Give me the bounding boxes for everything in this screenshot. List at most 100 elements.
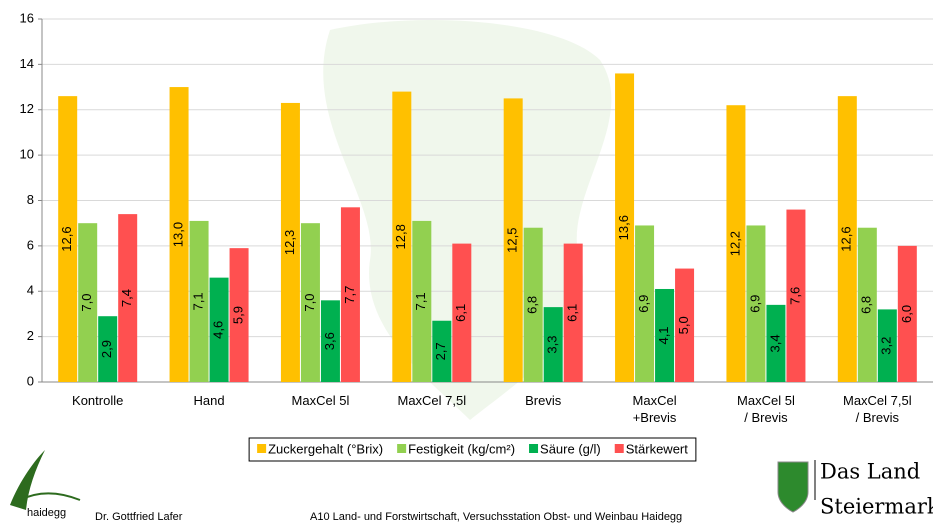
value-label: 6,8 <box>525 296 540 314</box>
value-label: 2,9 <box>99 340 114 358</box>
legend-label: Zuckergehalt (°Brix) <box>268 441 383 456</box>
value-label: 12,6 <box>839 226 854 251</box>
y-tick-label: 6 <box>27 237 34 252</box>
value-label: 12,3 <box>282 230 297 255</box>
x-tick-label: MaxCel +Brevis <box>633 393 677 425</box>
brand-line: Steiermark <box>820 495 933 519</box>
value-label: 12,2 <box>727 231 742 256</box>
bar <box>786 209 806 382</box>
value-label: 3,4 <box>767 334 782 352</box>
legend-swatch <box>614 444 624 453</box>
bar <box>837 96 857 382</box>
logo-swoosh <box>19 492 81 501</box>
bar <box>857 227 877 382</box>
bar <box>209 277 229 382</box>
x-tick-label: Hand <box>194 393 225 408</box>
legend-label: Säure (g/l) <box>540 441 601 456</box>
x-tick-label: Brevis <box>525 393 562 408</box>
y-tick-label: 10 <box>20 147 34 162</box>
y-tick-label: 4 <box>27 283 34 298</box>
bar <box>412 220 432 382</box>
value-label: 7,6 <box>787 287 802 305</box>
value-label: 6,1 <box>565 304 580 322</box>
value-label: 5,9 <box>231 306 246 324</box>
value-label: 7,4 <box>119 289 134 307</box>
y-tick-label: 14 <box>20 56 34 71</box>
coat-of-arms <box>777 461 809 513</box>
bar <box>229 248 249 382</box>
legend <box>248 437 697 462</box>
bar <box>320 300 340 382</box>
bar <box>746 225 766 382</box>
y-tick-label: 12 <box>20 101 34 116</box>
y-tick-label: 0 <box>27 373 34 388</box>
value-label: 6,0 <box>899 305 914 323</box>
bar <box>169 87 189 382</box>
bar <box>897 245 917 382</box>
bar <box>452 243 472 382</box>
brand-line: Das Land <box>820 460 920 484</box>
value-label: 12,8 <box>393 224 408 249</box>
bar <box>432 320 452 382</box>
y-tick-label: 8 <box>27 192 34 207</box>
bar <box>340 207 360 382</box>
value-label: 7,0 <box>79 294 94 312</box>
value-label: 12,5 <box>505 228 520 253</box>
x-tick-label: MaxCel 5l / Brevis <box>737 393 795 425</box>
value-label: 6,9 <box>636 295 651 313</box>
value-label: 5,0 <box>676 316 691 334</box>
bar <box>675 268 695 382</box>
x-tick-label: MaxCel 5l <box>292 393 350 408</box>
bar <box>635 225 655 382</box>
bar <box>98 316 118 382</box>
bar <box>655 288 675 382</box>
value-label: 2,7 <box>433 342 448 360</box>
x-tick-label: MaxCel 7,5l <box>397 393 466 408</box>
value-label: 6,8 <box>859 296 874 314</box>
legend-swatch <box>529 444 539 453</box>
bar <box>58 96 78 382</box>
value-label: 3,2 <box>879 337 894 355</box>
value-label: 6,1 <box>453 304 468 322</box>
legend-label: Stärkewert <box>626 441 689 456</box>
bar <box>78 223 98 382</box>
y-tick-label: 16 <box>20 10 34 25</box>
bar <box>392 91 412 382</box>
bar <box>543 307 563 382</box>
logo <box>10 450 45 510</box>
value-label: 7,7 <box>342 286 357 304</box>
bar <box>766 304 786 382</box>
value-label: 7,0 <box>302 294 317 312</box>
bar <box>280 102 300 382</box>
value-label: 3,3 <box>545 336 560 354</box>
value-label: 13,0 <box>171 222 186 247</box>
x-tick-label: Kontrolle <box>72 393 123 408</box>
value-label: 4,1 <box>656 326 671 344</box>
bar <box>118 214 138 382</box>
author: Dr. Gottfried Lafer <box>95 511 183 523</box>
institution: A10 Land- und Forstwirtschaft, Versuchss… <box>310 511 682 523</box>
value-label: 4,6 <box>211 321 226 339</box>
bar <box>189 220 209 382</box>
bar <box>300 223 320 382</box>
bar <box>615 73 635 382</box>
y-tick-label: 2 <box>27 328 34 343</box>
bar <box>503 98 523 382</box>
bar <box>877 309 897 382</box>
bar <box>563 243 583 382</box>
legend-swatch <box>397 444 407 453</box>
value-label: 13,6 <box>616 215 631 240</box>
bar <box>726 105 746 383</box>
value-label: 3,6 <box>322 332 337 350</box>
value-label: 6,9 <box>747 295 762 313</box>
bar <box>523 227 543 382</box>
legend-swatch <box>257 444 267 453</box>
value-label: 7,1 <box>191 292 206 310</box>
value-label: 12,6 <box>59 226 74 251</box>
x-tick-label: MaxCel 7,5l / Brevis <box>843 393 912 425</box>
value-label: 7,1 <box>413 292 428 310</box>
logo-text: haidegg <box>27 507 66 519</box>
legend-label: Festigkeit (kg/cm²) <box>408 441 515 456</box>
